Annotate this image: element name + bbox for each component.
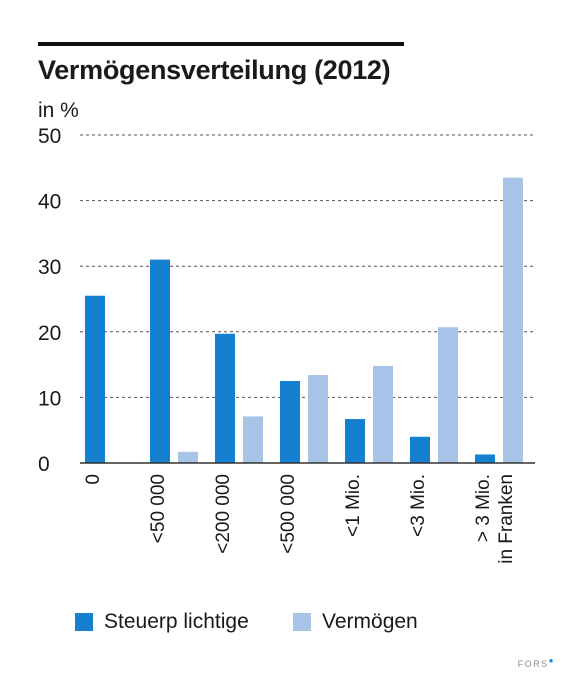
y-tick-label: 30 [38,256,61,279]
gridlines [80,134,535,398]
bar-steuerpflichtige [215,333,235,463]
bar-steuerpflichtige [280,381,300,463]
bar-steuerpflichtige [150,259,170,463]
footer-text: FORS [517,659,549,669]
y-tick-label: 20 [38,322,61,345]
bar-vermoegen [178,451,198,463]
x-tick-label: <200 000 [213,474,234,554]
legend-item-vermoegen: Vermögen [293,610,418,634]
logo-dot-icon: ● [548,656,555,665]
legend-label-steuerpflichtige: Steuerp lichtige [104,610,249,633]
fors-logo: FORS● [518,656,555,669]
bar-vermoegen [438,327,458,463]
y-tick-label: 40 [38,191,61,214]
legend-label-vermoegen: Vermögen [322,610,418,633]
x-axis-label: in Franken [496,474,517,564]
bar-vermoegen [503,177,523,463]
bar-steuerpflichtige [85,295,105,463]
legend-item-steuerpflichtige: Steuerp lichtige [75,610,249,634]
x-tick-label: <50 000 [148,474,169,543]
legend-swatch-steuerpflichtige [75,613,93,631]
bars [85,177,523,463]
x-tick-label: 0 [83,474,104,485]
bar-vermoegen [308,375,328,463]
x-tick-label: > 3 Mio. [473,474,494,542]
y-tick-label: 10 [38,387,61,410]
y-tick-label: 0 [38,453,50,476]
y-axis-label: in % [38,99,79,122]
x-tick-label: <500 000 [278,474,299,554]
bar-chart: in % 0 10 20 30 40 50 0 <50 000 <200 000 <500 00… [38,99,535,564]
x-tick-label: <1 Mio. [343,474,364,537]
bar-vermoegen [243,416,263,463]
x-tick-label: <3 Mio. [408,474,429,537]
bar-vermoegen [373,365,393,463]
bar-steuerpflichtige [475,454,495,463]
chart-title: Vermögensverteilung (2012) [38,55,391,85]
x-tick-labels: 0 <50 000 <200 000 <500 000 <1 Mio. <3 Mio. > … [83,474,494,554]
title-rule [38,42,404,46]
y-tick-label: 50 [38,125,61,148]
bar-steuerpflichtige [345,419,365,463]
legend-swatch-vermoegen [293,613,311,631]
y-tick-labels: 0 10 20 30 40 50 [38,125,61,476]
bar-steuerpflichtige [410,436,430,463]
